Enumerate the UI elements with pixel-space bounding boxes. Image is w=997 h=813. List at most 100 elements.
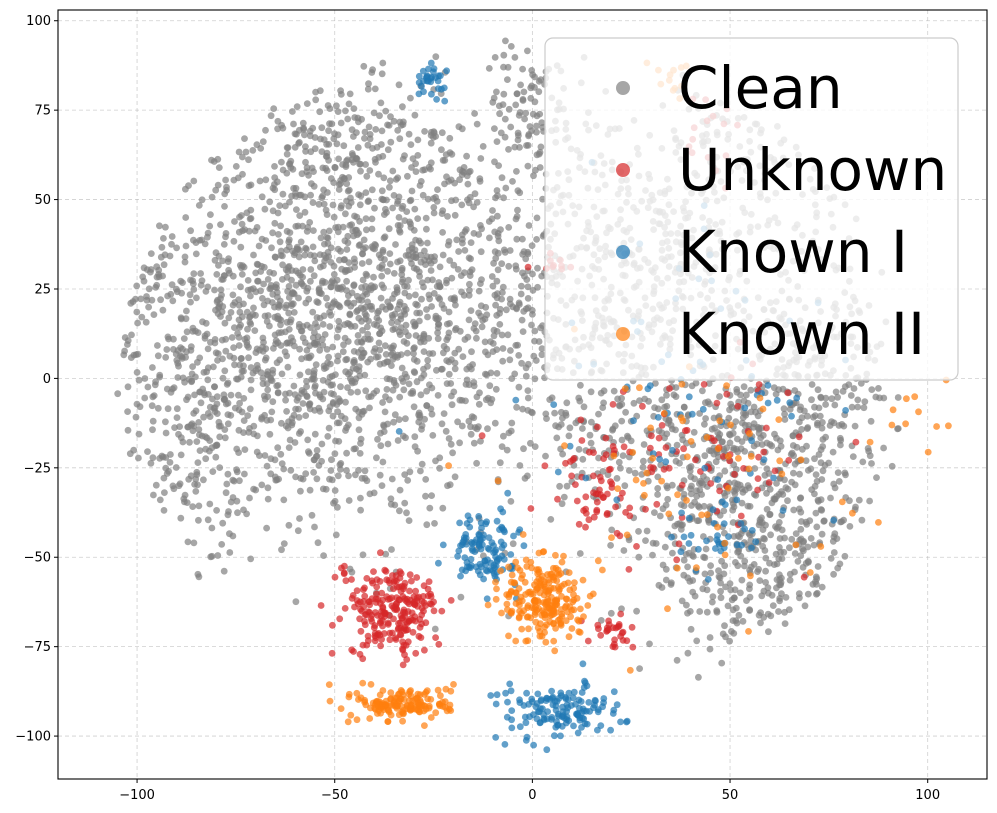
data-point	[478, 524, 485, 532]
data-point	[310, 227, 317, 235]
data-point	[453, 236, 461, 244]
data-point	[281, 328, 289, 336]
data-point	[316, 108, 324, 116]
data-point	[421, 127, 428, 135]
data-point	[369, 66, 376, 74]
data-point	[321, 240, 328, 248]
data-point	[199, 385, 207, 393]
data-point	[831, 530, 839, 538]
data-point	[475, 287, 483, 295]
data-point	[164, 405, 172, 413]
data-point	[335, 419, 343, 427]
data-point	[506, 680, 514, 688]
data-point	[166, 459, 174, 466]
data-point	[342, 210, 349, 218]
data-point	[326, 323, 334, 330]
data-point	[230, 344, 238, 351]
data-point	[550, 619, 558, 627]
data-point	[747, 386, 755, 394]
data-point	[393, 284, 401, 291]
data-point	[477, 437, 484, 445]
data-point	[282, 396, 289, 404]
data-point	[735, 455, 742, 462]
data-point	[508, 375, 516, 382]
data-point	[499, 283, 507, 291]
data-point	[493, 187, 501, 194]
data-point	[653, 500, 661, 508]
data-point	[275, 475, 282, 483]
data-point	[551, 732, 558, 740]
data-point	[755, 381, 763, 388]
data-point	[384, 146, 392, 154]
data-point	[426, 295, 433, 303]
data-point	[738, 499, 746, 507]
data-point	[564, 704, 572, 712]
data-point	[477, 302, 485, 310]
data-point	[246, 215, 254, 223]
data-point	[626, 666, 634, 674]
data-point	[399, 103, 406, 111]
data-point	[800, 547, 807, 555]
data-point	[401, 499, 409, 507]
data-point	[688, 382, 696, 390]
data-point	[655, 434, 663, 442]
data-point	[775, 608, 782, 615]
data-point	[353, 129, 360, 137]
data-point	[220, 272, 228, 279]
data-point	[718, 557, 725, 565]
data-point	[489, 340, 497, 347]
data-point	[537, 620, 544, 628]
data-point	[627, 437, 635, 445]
data-point	[649, 539, 657, 547]
data-point	[814, 421, 821, 429]
data-point	[631, 469, 639, 477]
data-point	[307, 352, 315, 360]
data-point	[287, 466, 295, 474]
data-point	[436, 263, 444, 271]
data-point	[306, 132, 314, 140]
data-point	[782, 594, 790, 601]
data-point	[704, 576, 712, 583]
data-point	[261, 205, 269, 213]
data-point	[322, 206, 330, 214]
data-point	[687, 531, 695, 539]
data-point	[576, 550, 584, 557]
data-point	[680, 403, 688, 411]
data-point	[492, 385, 500, 393]
data-point	[270, 105, 278, 112]
data-point	[462, 531, 470, 538]
data-point	[524, 472, 531, 480]
data-point	[490, 259, 497, 267]
data-point	[423, 306, 430, 313]
data-point	[507, 551, 515, 558]
data-point	[699, 481, 707, 488]
data-point	[757, 619, 764, 627]
data-point	[726, 439, 734, 447]
data-point	[377, 612, 385, 620]
data-point	[554, 495, 561, 503]
data-point	[194, 459, 202, 466]
data-point	[452, 325, 460, 332]
data-point	[520, 542, 528, 550]
data-point	[235, 333, 243, 341]
data-point	[654, 414, 662, 421]
data-point	[577, 605, 584, 613]
data-point	[309, 308, 317, 316]
data-point	[221, 319, 229, 327]
data-point	[319, 341, 327, 349]
data-point	[387, 495, 395, 503]
data-point	[695, 545, 702, 553]
data-point	[768, 591, 776, 599]
data-point	[475, 231, 483, 238]
data-point	[702, 415, 709, 422]
data-point	[770, 495, 778, 503]
data-point	[786, 544, 793, 552]
data-point	[218, 336, 226, 344]
data-point	[875, 519, 882, 526]
data-point	[381, 211, 388, 219]
data-point	[450, 261, 458, 269]
data-point	[701, 570, 709, 578]
data-point	[150, 311, 158, 318]
data-point	[707, 562, 714, 569]
data-point	[294, 527, 302, 535]
